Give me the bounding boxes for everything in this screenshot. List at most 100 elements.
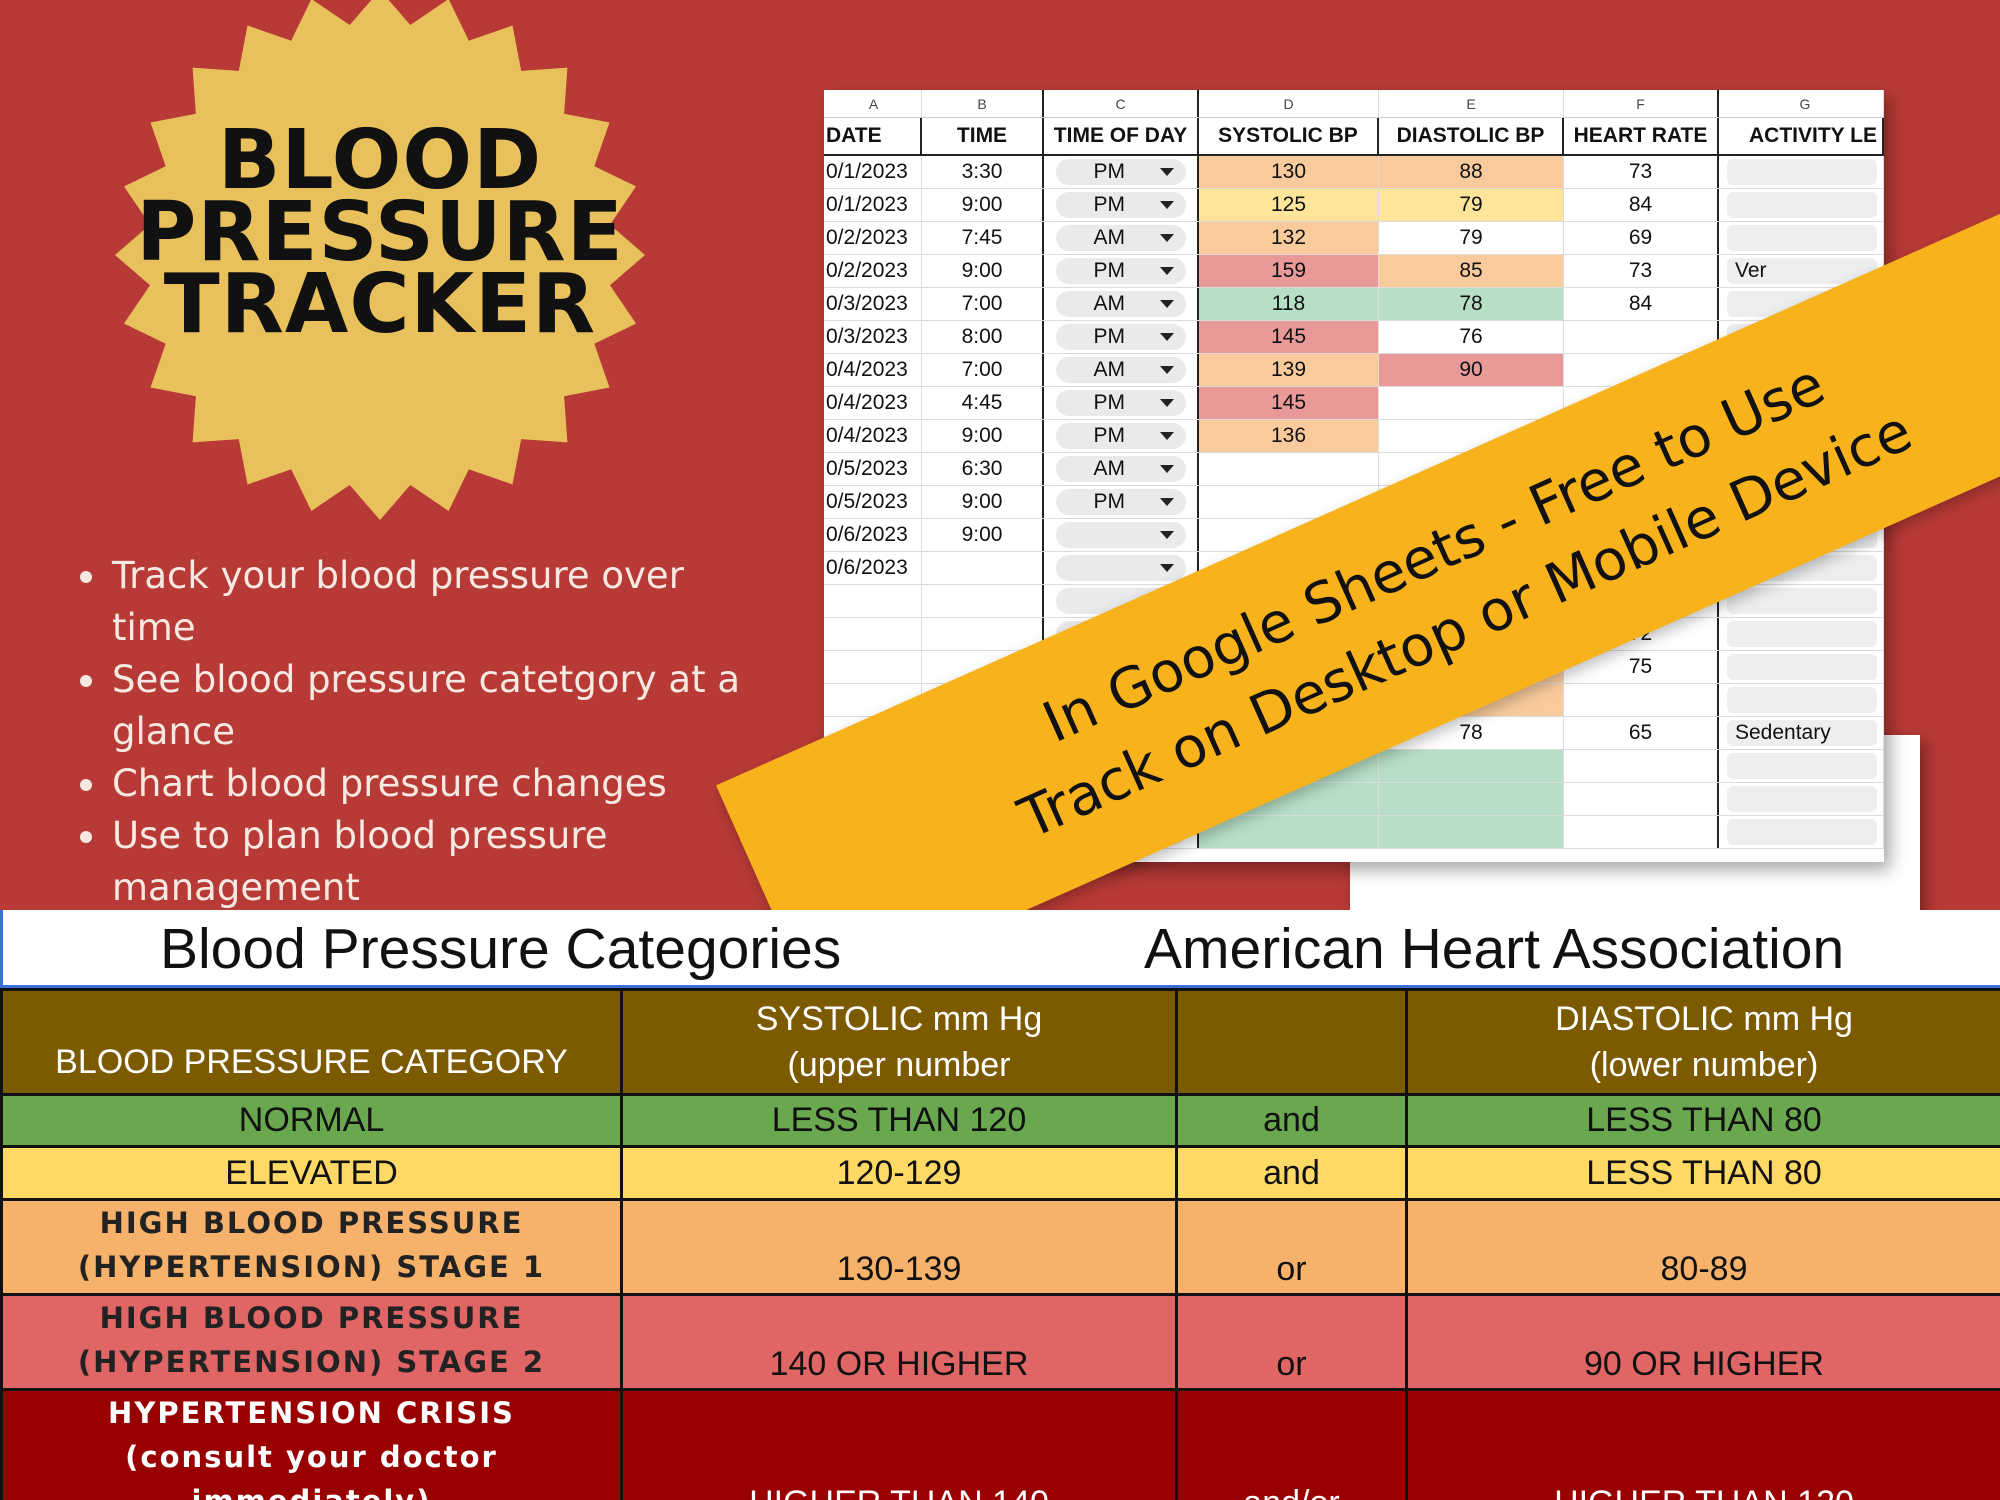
activity-cell[interactable]: [1719, 222, 1884, 254]
header-activity[interactable]: ACTIVITY LE: [1719, 118, 1884, 154]
header-time[interactable]: TIME: [922, 118, 1044, 154]
diastolic-cell[interactable]: 76: [1379, 321, 1564, 353]
column-letter[interactable]: D: [1199, 90, 1379, 117]
time-cell[interactable]: 9:00: [922, 486, 1044, 518]
time-cell[interactable]: 9:00: [922, 255, 1044, 287]
date-cell[interactable]: 0/6/2023: [824, 552, 922, 584]
time-of-day-dropdown[interactable]: [1055, 522, 1186, 548]
heart-rate-cell[interactable]: 73: [1564, 156, 1719, 188]
heart-rate-cell[interactable]: 73: [1564, 255, 1719, 287]
heart-rate-cell[interactable]: 65: [1564, 717, 1719, 749]
time-of-day-cell[interactable]: AM: [1044, 453, 1199, 485]
time-of-day-dropdown[interactable]: PM: [1055, 489, 1186, 515]
time-of-day-cell[interactable]: AM: [1044, 354, 1199, 386]
date-cell[interactable]: 0/1/2023: [824, 189, 922, 221]
heart-rate-cell[interactable]: 84: [1564, 189, 1719, 221]
systolic-cell[interactable]: 145: [1199, 387, 1379, 419]
date-cell[interactable]: [824, 585, 922, 617]
time-of-day-dropdown[interactable]: AM: [1055, 456, 1186, 482]
heart-rate-cell[interactable]: 69: [1564, 222, 1719, 254]
time-of-day-dropdown[interactable]: PM: [1055, 390, 1186, 416]
heart-rate-cell[interactable]: 75: [1564, 651, 1719, 683]
time-cell[interactable]: [922, 585, 1044, 617]
time-cell[interactable]: [922, 552, 1044, 584]
column-letter[interactable]: G: [1719, 90, 1884, 117]
chevron-down-icon[interactable]: [1159, 267, 1174, 275]
diastolic-cell[interactable]: [1379, 816, 1564, 848]
header-time-of-day[interactable]: TIME OF DAY: [1044, 118, 1199, 154]
systolic-cell[interactable]: 125: [1199, 189, 1379, 221]
chevron-down-icon[interactable]: [1159, 300, 1174, 308]
date-cell[interactable]: 0/4/2023: [824, 387, 922, 419]
time-of-day-cell[interactable]: PM: [1044, 321, 1199, 353]
date-cell[interactable]: 0/6/2023: [824, 519, 922, 551]
activity-dropdown[interactable]: Sedentary: [1727, 720, 1877, 746]
activity-cell[interactable]: [1719, 816, 1884, 848]
header-systolic[interactable]: SYSTOLIC BP: [1199, 118, 1379, 154]
activity-cell[interactable]: [1719, 750, 1884, 782]
activity-dropdown[interactable]: [1727, 753, 1877, 779]
activity-dropdown[interactable]: [1727, 588, 1877, 614]
chevron-down-icon[interactable]: [1159, 564, 1174, 572]
date-cell[interactable]: 0/5/2023: [824, 486, 922, 518]
chevron-down-icon[interactable]: [1159, 366, 1174, 374]
activity-cell[interactable]: [1719, 585, 1884, 617]
activity-cell[interactable]: [1719, 684, 1884, 716]
systolic-cell[interactable]: 136: [1199, 420, 1379, 452]
activity-cell[interactable]: [1719, 783, 1884, 815]
time-cell[interactable]: [922, 618, 1044, 650]
diastolic-cell[interactable]: [1379, 750, 1564, 782]
activity-cell[interactable]: [1719, 156, 1884, 188]
diastolic-cell[interactable]: 79: [1379, 189, 1564, 221]
diastolic-cell[interactable]: 88: [1379, 156, 1564, 188]
chevron-down-icon[interactable]: [1159, 531, 1174, 539]
column-letter[interactable]: A: [824, 90, 922, 117]
systolic-cell[interactable]: [1199, 453, 1379, 485]
chevron-down-icon[interactable]: [1159, 465, 1174, 473]
column-letter[interactable]: C: [1044, 90, 1199, 117]
time-of-day-cell[interactable]: [1044, 552, 1199, 584]
time-of-day-dropdown[interactable]: PM: [1055, 324, 1186, 350]
diastolic-cell[interactable]: 85: [1379, 255, 1564, 287]
heart-rate-cell[interactable]: [1564, 783, 1719, 815]
time-of-day-dropdown[interactable]: PM: [1055, 423, 1186, 449]
activity-dropdown[interactable]: [1727, 225, 1877, 251]
heart-rate-cell[interactable]: 84: [1564, 288, 1719, 320]
time-cell[interactable]: 6:30: [922, 453, 1044, 485]
time-cell[interactable]: 7:45: [922, 222, 1044, 254]
diastolic-cell[interactable]: [1379, 387, 1564, 419]
time-cell[interactable]: 4:45: [922, 387, 1044, 419]
systolic-cell[interactable]: 139: [1199, 354, 1379, 386]
date-cell[interactable]: 0/2/2023: [824, 255, 922, 287]
time-of-day-cell[interactable]: PM: [1044, 255, 1199, 287]
chevron-down-icon[interactable]: [1159, 201, 1174, 209]
column-letter[interactable]: B: [922, 90, 1044, 117]
time-cell[interactable]: 7:00: [922, 288, 1044, 320]
time-of-day-dropdown[interactable]: AM: [1055, 357, 1186, 383]
header-heart-rate[interactable]: HEART RATE: [1564, 118, 1719, 154]
activity-cell[interactable]: [1719, 618, 1884, 650]
systolic-cell[interactable]: 130: [1199, 156, 1379, 188]
activity-cell[interactable]: [1719, 651, 1884, 683]
chevron-down-icon[interactable]: [1159, 234, 1174, 242]
time-of-day-dropdown[interactable]: PM: [1055, 192, 1186, 218]
column-letter[interactable]: E: [1379, 90, 1564, 117]
time-of-day-dropdown[interactable]: AM: [1055, 291, 1186, 317]
activity-dropdown[interactable]: [1727, 159, 1877, 185]
heart-rate-cell[interactable]: [1564, 321, 1719, 353]
activity-cell[interactable]: Ver: [1719, 255, 1884, 287]
time-of-day-dropdown[interactable]: [1055, 555, 1186, 581]
time-of-day-cell[interactable]: AM: [1044, 222, 1199, 254]
chevron-down-icon[interactable]: [1159, 432, 1174, 440]
date-cell[interactable]: [824, 618, 922, 650]
time-of-day-dropdown[interactable]: PM: [1055, 258, 1186, 284]
chevron-down-icon[interactable]: [1159, 168, 1174, 176]
date-cell[interactable]: 0/1/2023: [824, 156, 922, 188]
header-date[interactable]: DATE: [824, 118, 922, 154]
chevron-down-icon[interactable]: [1159, 498, 1174, 506]
time-cell[interactable]: 9:00: [922, 189, 1044, 221]
date-cell[interactable]: 0/4/2023: [824, 420, 922, 452]
chevron-down-icon[interactable]: [1159, 399, 1174, 407]
systolic-cell[interactable]: 118: [1199, 288, 1379, 320]
chevron-down-icon[interactable]: [1159, 333, 1174, 341]
